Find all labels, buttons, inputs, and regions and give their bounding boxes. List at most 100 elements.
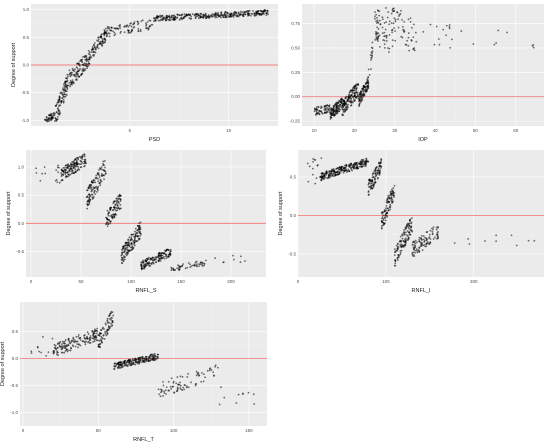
data-point: [94, 189, 96, 192]
data-point: [91, 198, 94, 200]
data-point: [163, 255, 166, 258]
data-point: [431, 230, 434, 233]
data-point: [354, 96, 357, 99]
data-point: [323, 174, 326, 177]
data-point: [72, 337, 75, 340]
data-point: [66, 73, 69, 76]
data-point: [422, 244, 424, 247]
data-point: [393, 27, 396, 29]
data-point: [533, 239, 536, 242]
data-point: [389, 191, 392, 193]
data-point: [323, 112, 326, 114]
data-point: [95, 190, 98, 193]
data-point: [244, 13, 247, 16]
data-point: [120, 256, 123, 259]
data-point: [435, 228, 438, 231]
data-point: [92, 54, 95, 57]
data-point: [97, 177, 99, 180]
data-point: [390, 194, 393, 197]
data-point: [81, 154, 84, 157]
data-point: [351, 89, 354, 92]
data-point: [127, 31, 130, 34]
data-point: [60, 91, 62, 94]
data-point: [85, 60, 88, 63]
data-point: [405, 234, 408, 236]
data-point: [89, 55, 92, 58]
data-point: [70, 82, 73, 85]
data-point: [60, 100, 63, 103]
data-point: [102, 164, 105, 167]
data-point: [164, 250, 167, 253]
data-point: [442, 28, 445, 31]
data-point: [382, 217, 385, 220]
data-point: [136, 232, 139, 235]
data-point: [344, 97, 347, 99]
data-point: [367, 183, 370, 186]
data-point: [101, 44, 104, 47]
data-point: [152, 259, 155, 262]
data-point: [110, 310, 113, 313]
data-point: [117, 366, 119, 369]
data-point: [62, 166, 65, 169]
data-point: [349, 164, 352, 166]
data-point: [181, 264, 183, 267]
data-point: [97, 189, 100, 192]
data-point: [311, 173, 314, 176]
data-point: [125, 241, 128, 244]
data-point: [96, 46, 99, 49]
data-point: [105, 330, 108, 333]
data-point: [388, 23, 391, 26]
data-point: [445, 34, 448, 37]
data-point: [408, 224, 411, 227]
data-point: [88, 51, 91, 54]
data-point: [376, 19, 379, 22]
data-point: [101, 327, 104, 330]
data-point: [123, 251, 126, 254]
data-point: [433, 236, 436, 239]
data-point: [382, 221, 385, 224]
data-point: [111, 320, 114, 322]
data-point: [151, 23, 154, 26]
data-point: [116, 204, 119, 207]
data-point: [112, 314, 115, 317]
data-point: [320, 157, 323, 160]
data-point: [126, 24, 129, 27]
data-point: [376, 177, 379, 180]
data-point: [64, 339, 67, 341]
data-point: [69, 85, 72, 88]
y-tick-label: 0.0: [23, 63, 30, 68]
data-point: [130, 233, 133, 236]
data-point: [75, 66, 78, 69]
data-point: [142, 261, 145, 264]
data-point: [57, 354, 59, 357]
data-point: [103, 170, 106, 172]
data-point: [358, 165, 361, 168]
data-point: [72, 345, 75, 348]
data-point: [112, 30, 114, 33]
data-point: [41, 335, 44, 338]
data-point: [167, 255, 170, 258]
data-point: [352, 86, 355, 89]
data-point: [114, 208, 116, 211]
data-point: [128, 250, 130, 253]
y-tick-label: 0.0: [290, 213, 297, 218]
data-point: [76, 165, 79, 168]
data-point: [100, 166, 103, 168]
data-point: [381, 16, 384, 19]
data-point: [127, 238, 130, 241]
data-point: [102, 160, 105, 163]
data-point: [157, 15, 160, 18]
data-point: [347, 168, 350, 171]
data-point: [65, 90, 68, 93]
data-point: [200, 16, 203, 19]
data-point: [67, 173, 70, 176]
data-point: [421, 239, 423, 241]
x-tick-label: 10: [226, 128, 232, 133]
data-point: [339, 170, 342, 173]
data-point: [126, 244, 128, 247]
data-point: [113, 368, 116, 370]
data-point: [247, 12, 249, 15]
data-point: [255, 12, 258, 15]
data-point: [43, 166, 46, 168]
data-point: [349, 94, 352, 97]
